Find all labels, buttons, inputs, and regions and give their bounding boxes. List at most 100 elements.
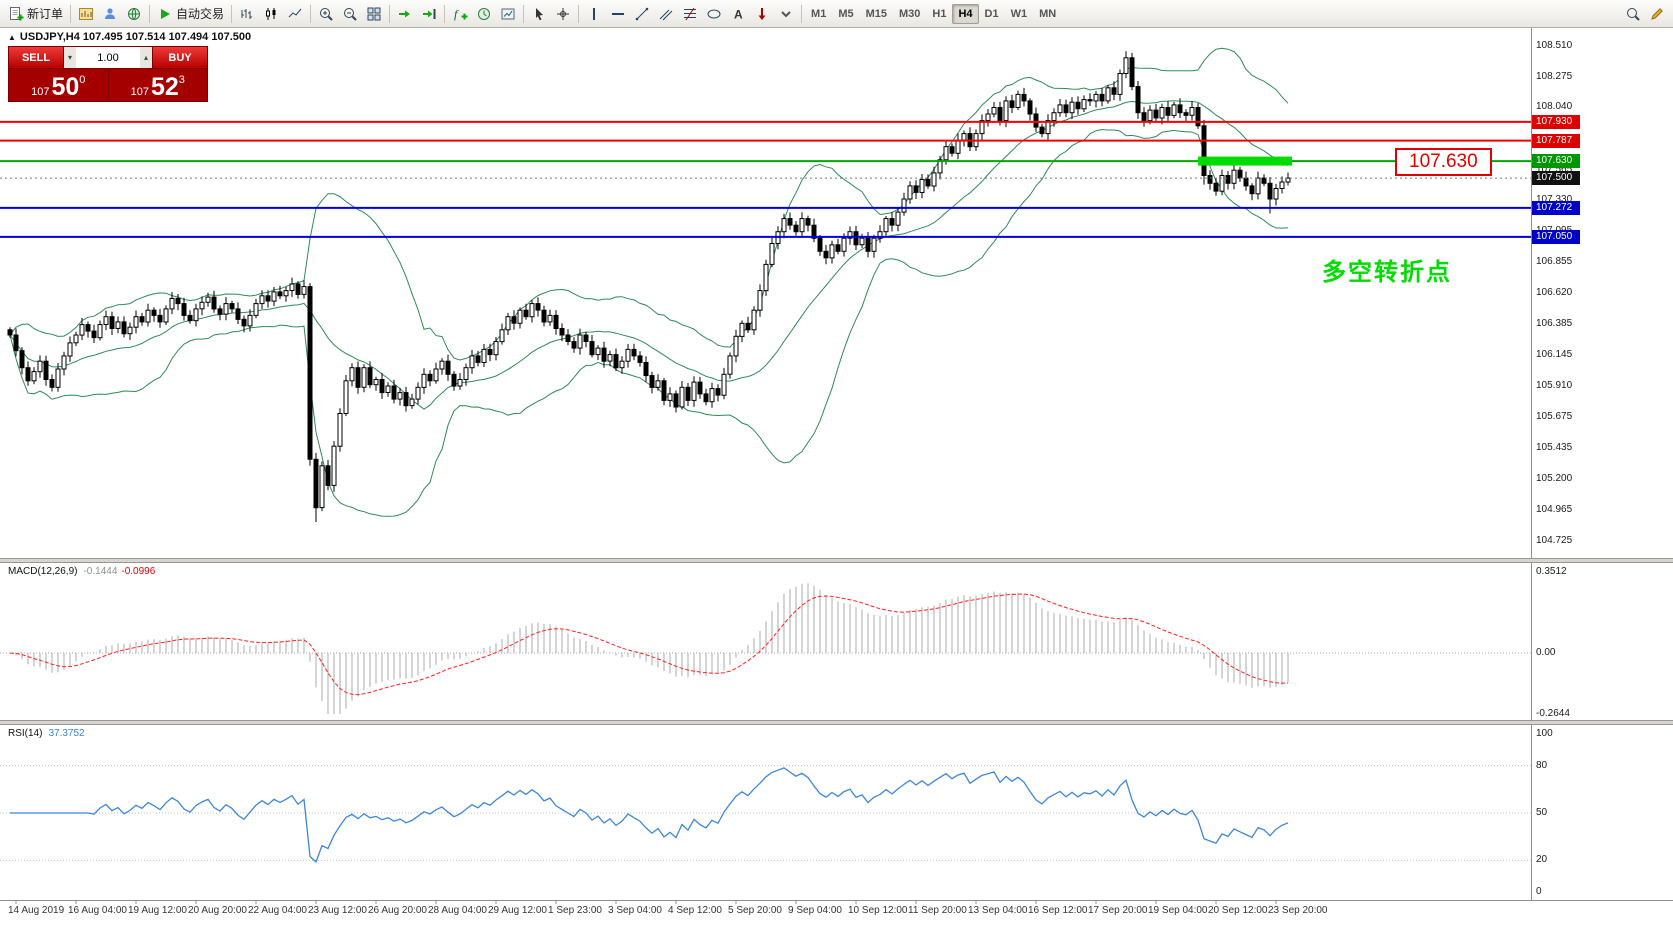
candle-body [895, 211, 901, 226]
fx-icon: f [452, 6, 468, 22]
candle-body [613, 354, 619, 369]
rsi-line [10, 767, 1289, 864]
candle-body [1009, 100, 1015, 108]
timeframe-w1-button[interactable]: W1 [1010, 7, 1028, 20]
new-order-button[interactable]: 新订单 [4, 2, 67, 26]
candle-body [1165, 107, 1171, 116]
market-watch-button[interactable] [122, 2, 146, 26]
candle-body [925, 178, 931, 187]
volume-down-button[interactable]: ▾ [64, 47, 76, 68]
candle-body [565, 334, 571, 342]
time-axis-label: 22 Aug 04:00 [248, 905, 307, 916]
candle-body [769, 243, 775, 265]
new-chart-button[interactable] [74, 2, 98, 26]
tile-windows-button[interactable] [362, 2, 386, 26]
candle-body [373, 379, 379, 386]
candle-body [721, 373, 727, 396]
trendline-tool-button[interactable] [630, 2, 654, 26]
candle-body [193, 308, 199, 322]
price-tag-107.930: 107.930 [1532, 114, 1580, 129]
candle-body [589, 341, 595, 356]
timeframe-mn-button[interactable]: MN [1039, 7, 1057, 20]
candle-body [643, 362, 649, 377]
candle-body [451, 373, 457, 387]
line-chart-mode-button[interactable] [283, 2, 307, 26]
cursor-tool-button[interactable] [527, 2, 551, 26]
candle-body [493, 341, 499, 356]
rsi-axis-label: 20 [1536, 854, 1548, 866]
candle-body [649, 375, 655, 388]
timeframe-m30-button[interactable]: M30 [899, 7, 921, 20]
chart-title: ▲ USDJPY,H4 107.495 107.514 107.494 107.5… [8, 31, 251, 43]
buy-button[interactable]: BUY [153, 47, 207, 68]
symbol-ohlc-text: USDJPY,H4 107.495 107.514 107.494 107.50… [19, 31, 252, 43]
quick-edit-button[interactable] [1645, 2, 1669, 26]
candle-body [157, 314, 163, 323]
timeframe-m15-button[interactable]: M15 [865, 7, 887, 20]
text-tool-button[interactable]: A [726, 2, 750, 26]
panel-separator[interactable] [0, 558, 1673, 563]
candlestick-mode-button[interactable] [259, 2, 283, 26]
panel-separator[interactable] [0, 720, 1673, 725]
volume-box: ▾ 1.00 ▴ [63, 47, 153, 68]
rsi-axis-label: 80 [1536, 759, 1548, 771]
candle-body [313, 458, 319, 509]
highlight-segment[interactable] [1198, 156, 1292, 166]
buy-price[interactable]: 107 52 3 [109, 69, 208, 101]
channel-tool-button[interactable] [654, 2, 678, 26]
shapes-tool-button[interactable] [702, 2, 726, 26]
candle-body [763, 263, 769, 292]
timeframe-h1-button[interactable]: H1 [932, 7, 947, 20]
candle-body [409, 398, 415, 407]
main-toolbar: 新订单 自动交易 f A M1 M5 M15 M30 H1 H4 D1 W1 MN [0, 0, 1673, 28]
sell-price[interactable]: 107 50 0 [9, 69, 108, 101]
hline-icon [610, 6, 626, 22]
timeframe-m1-button[interactable]: M1 [811, 7, 827, 20]
profiles-button[interactable] [98, 2, 122, 26]
arrows-tool-button[interactable] [750, 2, 774, 26]
templates-button[interactable] [496, 2, 520, 26]
vertical-line-tool-button[interactable] [582, 2, 606, 26]
auto-scroll-button[interactable] [393, 2, 417, 26]
candle-body [355, 367, 361, 388]
sell-button[interactable]: SELL [9, 47, 63, 68]
candle-body [187, 314, 193, 322]
zoom-out-button[interactable] [338, 2, 362, 26]
candle-body [511, 316, 517, 324]
candle-body [865, 237, 871, 252]
search-button[interactable] [1621, 2, 1645, 26]
timeframe-h4-button[interactable]: H4 [952, 3, 979, 24]
candle-body [211, 296, 217, 310]
shapes-icon [706, 6, 722, 22]
autotrading-button[interactable]: 自动交易 [153, 2, 228, 26]
candle-body [217, 308, 223, 315]
one-click-toggle-icon[interactable]: ▲ [8, 33, 16, 42]
chart-canvas[interactable] [0, 28, 1673, 949]
objects-dropdown-button[interactable] [774, 2, 798, 26]
volume-value[interactable]: 1.00 [97, 51, 119, 64]
horizontal-line-tool-button[interactable] [606, 2, 630, 26]
candle-body [1003, 100, 1009, 122]
price-level-box[interactable]: 107.630 [1395, 148, 1492, 176]
fibonacci-tool-button[interactable] [678, 2, 702, 26]
zoom-in-button[interactable] [314, 2, 338, 26]
chart-new-icon [78, 6, 94, 22]
bollinger-middle-band [9, 100, 1289, 410]
crosshair-tool-button[interactable] [551, 2, 575, 26]
candle-body [841, 237, 847, 252]
periods-button[interactable] [472, 2, 496, 26]
candle-body [1141, 112, 1147, 121]
bar-chart-mode-button[interactable] [235, 2, 259, 26]
candle-body [1261, 177, 1267, 184]
volume-up-button[interactable]: ▴ [140, 47, 152, 68]
price-axis-label: 107.330 [1536, 194, 1573, 206]
timeframe-m5-button[interactable]: M5 [838, 7, 854, 20]
timeframe-d1-button[interactable]: D1 [984, 7, 999, 20]
indicators-button[interactable]: f [448, 2, 472, 26]
chart-shift-button[interactable] [417, 2, 441, 26]
candle-body [1153, 109, 1159, 119]
candle-body [523, 309, 529, 318]
candle-body [415, 386, 421, 400]
candle-body [445, 360, 451, 375]
candle-body [853, 231, 859, 246]
